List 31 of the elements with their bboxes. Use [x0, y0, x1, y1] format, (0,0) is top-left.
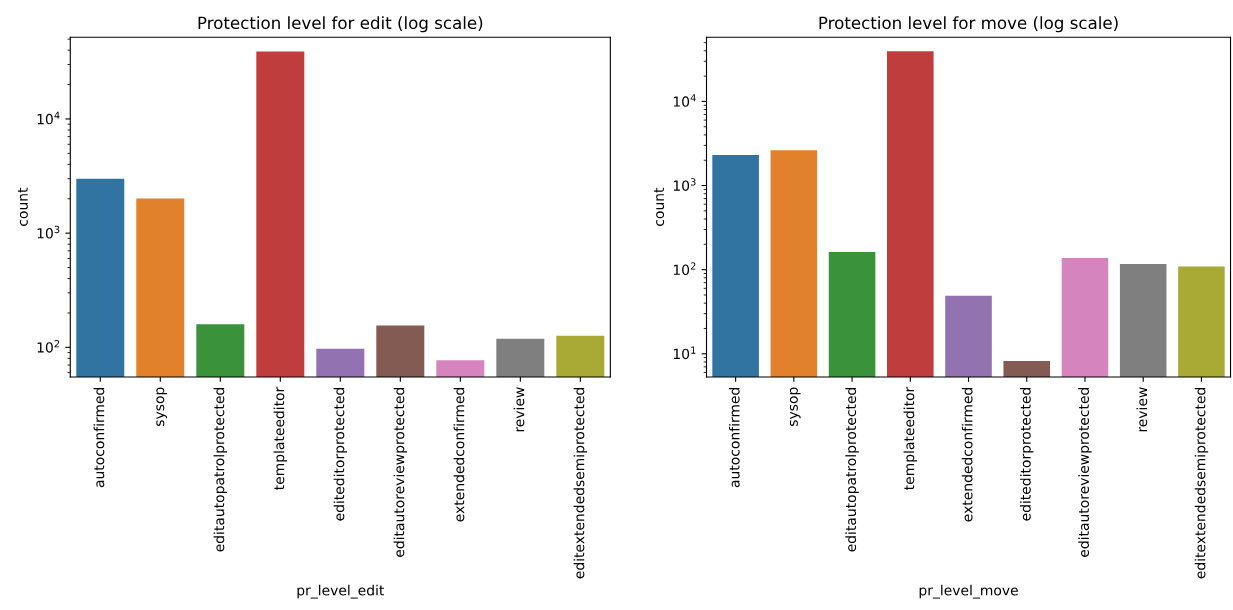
x-tick-label: review — [513, 387, 525, 432]
chart-title: Protection level for edit (log scale) — [198, 16, 483, 33]
y-tick-label: 10$^{1}$ — [673, 346, 696, 360]
x-tick-label: templateeditor — [273, 386, 288, 490]
x-tick-label: editautoreviewprotected — [1078, 387, 1092, 557]
x-tick-label: editautoreviewprotected — [393, 387, 408, 557]
x-tick-label: extendedconfirmed — [453, 387, 465, 522]
x-tick-label: editeditorprotected — [333, 387, 348, 521]
y-tick-label: 10$^{3}$ — [37, 225, 60, 239]
x-axis-title: pr_level_edit — [297, 584, 385, 599]
chart-title: Protection level for move (log scale) — [819, 16, 1118, 33]
x-tick-label: editautopatrolprotected — [213, 387, 228, 552]
x-tick-label: autoconfirmed — [728, 387, 740, 488]
x-tick-label: editextendedsemiprotected — [1194, 387, 1209, 579]
x-tick-label: autoconfirmed — [93, 387, 105, 488]
x-tick-label: sysop — [789, 387, 801, 426]
y-tick-label: 10$^{3}$ — [673, 178, 696, 191]
x-tick-label: editeditorprotected — [1020, 387, 1034, 521]
x-tick-label: editextendedsemiprotected — [573, 387, 588, 579]
x-tick-label: templateeditor — [903, 386, 918, 490]
y-tick-label: 10$^{2}$ — [37, 339, 60, 353]
x-tick-label: editautopatrolprotected — [845, 387, 859, 552]
y-tick-label: 10$^{4}$ — [673, 94, 696, 107]
x-tick-label: extendedconfirmed — [961, 387, 973, 522]
y-tick-label: 10$^{4}$ — [37, 111, 60, 125]
y-tick-label: 10$^{2}$ — [673, 262, 696, 276]
y-axis-title: count — [17, 187, 28, 226]
x-tick-label: sysop — [156, 387, 168, 426]
x-axis-title: pr_level_move — [919, 584, 1018, 599]
y-axis-title: count — [654, 187, 665, 226]
x-tick-label: review — [1136, 387, 1148, 432]
